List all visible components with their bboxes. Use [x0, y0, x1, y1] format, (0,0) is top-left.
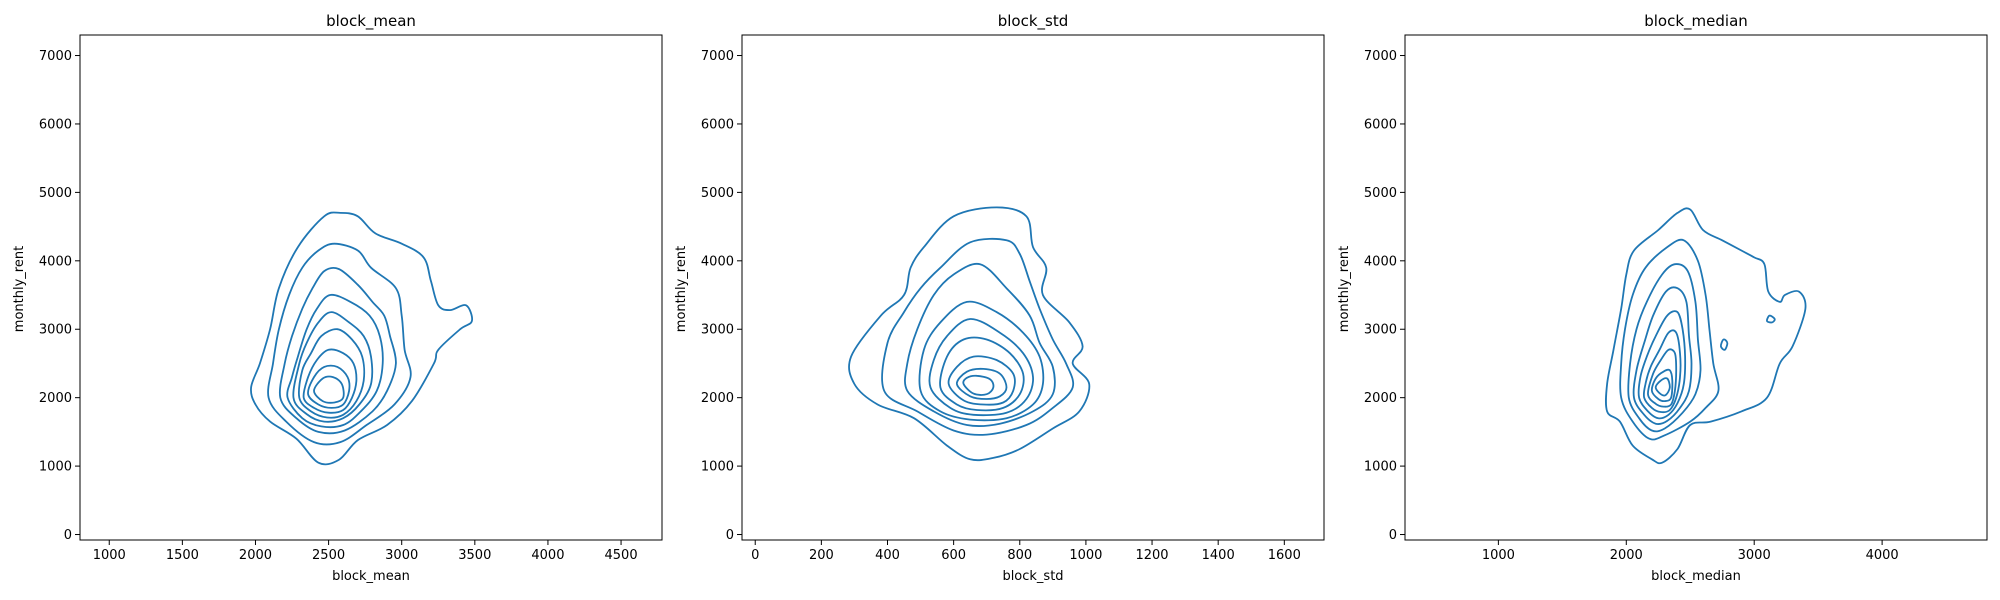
x-tick-label: 2000: [1610, 548, 1643, 563]
contour-line-2: [904, 262, 1056, 428]
x-tick-label: 2000: [239, 548, 272, 563]
y-tick-label: 6000: [1364, 117, 1397, 132]
contour-line-4: [292, 311, 374, 423]
contour-line-7: [956, 367, 1008, 400]
contour-line-6: [947, 355, 1016, 406]
plot-area: 0 200 400 600 800 1000 1200 1400 1600 0 1000 2000 30…: [701, 34, 1325, 563]
contour-line-3: [918, 300, 1045, 422]
contour-line-9: [1766, 314, 1776, 324]
contour-line-0: [848, 206, 1091, 462]
x-tick-label: 1000: [93, 548, 126, 563]
axes-frame: [79, 34, 663, 541]
y-tick-label: 1000: [39, 460, 72, 475]
y-tick-label: 7000: [1364, 49, 1397, 64]
contour-line-8: [313, 375, 345, 404]
y-tick-label: 0: [64, 528, 72, 543]
y-tick-label: 3000: [39, 323, 72, 338]
contour-line-7: [307, 364, 351, 409]
x-tick-label: 2500: [312, 548, 345, 563]
y-tick-label: 4000: [701, 254, 734, 269]
y-tick-label: 0: [726, 528, 734, 543]
axes-frame: [1404, 34, 1988, 541]
x-tick-label: 3000: [1738, 548, 1771, 563]
contour-line-5: [1642, 329, 1682, 414]
x-axis-label: block_mean: [332, 569, 410, 584]
contour-line-1: [267, 242, 412, 446]
x-tick-label: 200: [809, 548, 834, 563]
y-tick-label: 7000: [701, 49, 734, 64]
y-axis-label: monthly_rent: [674, 246, 689, 332]
contour-line-1: [1619, 238, 1720, 441]
x-tick-label: 1000: [1482, 548, 1515, 563]
subplot-title: block_mean: [326, 12, 416, 31]
x-tick-label: 1500: [166, 548, 199, 563]
contour-line-2: [278, 266, 397, 435]
contour-line-2: [1627, 263, 1702, 433]
x-tick-label: 4500: [605, 548, 638, 563]
subplot-block-std: block_std 0 200 400 600 800 1000 1200 1400 16000…: [674, 12, 1325, 584]
contour-line-4: [928, 318, 1034, 417]
plot-area: 1000 2000 3000 4000 0 1000 2000 3000 4000 5000 600…: [1364, 34, 1988, 563]
contour-line-6: [1647, 348, 1678, 408]
x-tick-label: 1600: [1268, 548, 1301, 563]
y-tick-label: 4000: [1364, 254, 1397, 269]
y-tick-label: 5000: [39, 186, 72, 201]
x-tick-label: 1400: [1202, 548, 1235, 563]
contour-line-5: [297, 328, 366, 419]
x-tick-label: 800: [1007, 548, 1032, 563]
y-tick-label: 5000: [1364, 186, 1397, 201]
plot-area: 1000 1500 2000 2500 3000 3500 4000 4500 0 1000 200…: [39, 34, 663, 563]
subplot-title: block_median: [1644, 12, 1748, 31]
x-tick-label: 3000: [385, 548, 418, 563]
contour-line-3: [1632, 286, 1693, 425]
x-tick-label: 1200: [1135, 548, 1168, 563]
subplot-block-median: block_median 1000 2000 3000 4000 0 1000 2000 30…: [1337, 12, 1988, 584]
subplot-block-mean: block_mean 1000 1500 2000 2500 3000 3500 4000 4…: [12, 12, 663, 584]
subplot-title: block_std: [998, 12, 1069, 31]
contour-line-6: [302, 348, 358, 414]
x-tick-label: 400: [875, 548, 900, 563]
contour-line-0: [1604, 207, 1807, 465]
y-tick-label: 5000: [701, 186, 734, 201]
contour-line-0: [250, 211, 473, 466]
x-tick-label: 600: [941, 548, 966, 563]
x-axis-label: block_median: [1651, 569, 1741, 584]
y-tick-label: 6000: [39, 117, 72, 132]
y-tick-label: 3000: [1364, 323, 1397, 338]
y-tick-label: 2000: [701, 391, 734, 406]
y-tick-label: 2000: [39, 391, 72, 406]
contour-line-4: [1637, 310, 1687, 420]
contour-line-7: [1650, 368, 1674, 403]
y-tick-label: 4000: [39, 254, 72, 269]
y-tick-label: 7000: [39, 49, 72, 64]
y-axis-label: monthly_rent: [12, 246, 27, 332]
x-tick-label: 1000: [1069, 548, 1102, 563]
contour-line-8: [962, 374, 995, 396]
x-tick-label: 0: [751, 548, 759, 563]
contour-line-5: [939, 336, 1025, 412]
x-tick-label: 4000: [531, 548, 564, 563]
x-tick-label: 4000: [1866, 548, 1899, 563]
y-tick-label: 1000: [1364, 460, 1397, 475]
y-tick-label: 6000: [701, 117, 734, 132]
y-tick-label: 0: [1389, 528, 1397, 543]
contour-line-1: [881, 237, 1075, 436]
y-tick-label: 2000: [1364, 391, 1397, 406]
contour-line-3: [286, 293, 384, 428]
axes-frame: [741, 34, 1325, 541]
contour-line-10: [1719, 338, 1729, 351]
y-tick-label: 1000: [701, 460, 734, 475]
y-axis-label: monthly_rent: [1337, 246, 1352, 332]
y-tick-label: 3000: [701, 323, 734, 338]
x-axis-label: block_std: [1002, 569, 1063, 584]
x-tick-label: 3500: [458, 548, 491, 563]
contour-line-8: [1654, 377, 1671, 397]
